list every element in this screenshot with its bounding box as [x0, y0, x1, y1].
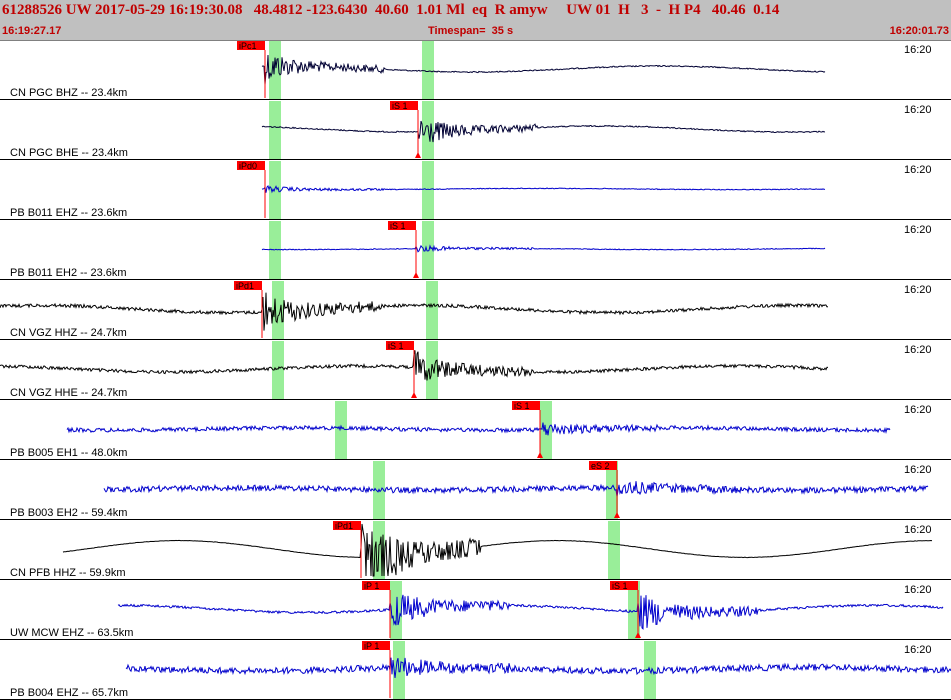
pick-label: iP 1 [364, 581, 379, 591]
trace-time-label: 16:20 [904, 464, 932, 476]
trace-row[interactable]: eS 2 16:20 PB B003 EH2 -- 59.4km [0, 461, 951, 520]
station-label: UW MCW EHZ -- 63.5km [10, 627, 133, 639]
trace-time-label: 16:20 [904, 524, 932, 536]
pick-flag [589, 461, 617, 470]
pick-label: iP 1 [364, 641, 379, 651]
pick-flag [362, 581, 390, 590]
pick-flag [333, 521, 361, 530]
trace-time-label: 16:20 [904, 584, 932, 596]
waveform-trace [261, 244, 826, 253]
pick-label: iS 1 [612, 581, 628, 591]
trace-time-label: 16:20 [904, 644, 932, 656]
waveform-trace [117, 594, 944, 630]
trace-row[interactable]: iS 1 16:20 PB B005 EH1 -- 48.0km [0, 401, 951, 460]
trace-time-label: 16:20 [904, 224, 932, 236]
trace-time-label: 16:20 [904, 44, 932, 56]
station-label: PB B005 EH1 -- 48.0km [10, 447, 127, 459]
pick-flag [237, 41, 265, 50]
trace-time-label: 16:20 [904, 344, 932, 356]
station-label: CN PGC BHZ -- 23.4km [10, 87, 127, 99]
event-header: 61288526 UW 2017-05-29 16:19:30.08 48.48… [0, 0, 951, 41]
station-label: CN PFB HHZ -- 59.9km [10, 567, 126, 579]
waveform-trace [125, 657, 951, 678]
seismogram-panel[interactable]: iPc1 16:20 CN PGC BHZ -- 23.4km iS 1 16:20 CN… [0, 40, 951, 700]
timespan-label: Timespan= 35 s [428, 25, 514, 37]
trace-row[interactable]: iP 1 16:20 PB B004 EHZ -- 65.7km [0, 641, 951, 700]
trace-row[interactable]: iP 1 iS 1 16:20 UW MCW EHZ -- 63.5km [0, 581, 951, 640]
phase-window-band [272, 281, 284, 339]
phase-window-band [272, 341, 284, 399]
trace-time-label: 16:20 [904, 404, 932, 416]
waveform-trace [261, 120, 826, 143]
station-label: CN PGC BHE -- 23.4km [10, 147, 128, 159]
phase-window-band [269, 161, 281, 219]
waveform-trace [103, 481, 929, 497]
pick-flag [234, 281, 262, 290]
pick-marker [413, 272, 419, 278]
phase-window-band [422, 41, 434, 99]
station-label: PB B011 EH2 -- 23.6km [10, 267, 127, 279]
trace-row[interactable]: iPd1 16:20 CN VGZ HHZ -- 24.7km [0, 281, 951, 340]
waveform-trace [0, 292, 829, 331]
start-time: 16:19:27.17 [2, 25, 62, 37]
phase-window-band [269, 41, 281, 99]
end-time: 16:20:01.73 [889, 25, 949, 37]
waveform-trace [62, 523, 933, 577]
trace-row[interactable]: iPd0 16:20 PB B011 EHZ -- 23.6km [0, 161, 951, 220]
phase-window-band [422, 221, 434, 279]
phase-window-band [390, 581, 402, 639]
pick-label: iPd1 [236, 281, 254, 291]
station-label: PB B004 EHZ -- 65.7km [10, 687, 128, 699]
station-label: CN VGZ HHE -- 24.7km [10, 387, 127, 399]
phase-window-band [426, 281, 438, 339]
phase-window-band [335, 401, 347, 459]
pick-flag [362, 641, 390, 650]
pick-marker [411, 392, 417, 398]
pick-label: eS 2 [591, 461, 610, 471]
trace-time-label: 16:20 [904, 164, 932, 176]
station-label: PB B011 EHZ -- 23.6km [10, 207, 127, 219]
pick-label: iPc1 [239, 41, 257, 51]
pick-flag [610, 581, 638, 590]
pick-label: iS 1 [392, 101, 408, 111]
waveform-trace [66, 422, 891, 436]
pick-flag [388, 221, 416, 230]
pick-marker [614, 512, 620, 518]
pick-marker [415, 152, 421, 158]
phase-window-band [608, 521, 620, 579]
trace-time-label: 16:20 [904, 104, 932, 116]
waveform-trace [261, 185, 826, 194]
phase-window-band [426, 341, 438, 399]
pick-label: iS 1 [390, 221, 406, 231]
pick-flag [390, 101, 418, 110]
pick-flag [512, 401, 540, 410]
pick-marker [537, 452, 543, 458]
pick-label: iS 1 [388, 341, 404, 351]
waveform-trace [261, 54, 826, 85]
phase-window-band [422, 161, 434, 219]
pick-label: iS 1 [514, 401, 530, 411]
pick-flag [237, 161, 265, 170]
station-label: PB B003 EH2 -- 59.4km [10, 507, 127, 519]
trace-row[interactable]: iPd1 16:20 CN PFB HHZ -- 59.9km [0, 521, 951, 580]
phase-window-band [606, 461, 618, 519]
trace-row[interactable]: iPc1 16:20 CN PGC BHZ -- 23.4km [0, 41, 951, 100]
event-summary: 61288526 UW 2017-05-29 16:19:30.08 48.48… [2, 2, 780, 18]
trace-row[interactable]: iS 1 16:20 CN PGC BHE -- 23.4km [0, 101, 951, 160]
phase-window-band [269, 101, 281, 159]
trace-time-label: 16:20 [904, 284, 932, 296]
trace-row[interactable]: iS 1 16:20 CN VGZ HHE -- 24.7km [0, 341, 951, 400]
pick-flag [386, 341, 414, 350]
pick-marker [635, 632, 641, 638]
trace-row[interactable]: iS 1 16:20 PB B011 EH2 -- 23.6km [0, 221, 951, 280]
station-label: CN VGZ HHZ -- 24.7km [10, 327, 127, 339]
pick-label: iPd0 [239, 161, 257, 171]
pick-label: iPd1 [335, 521, 353, 531]
